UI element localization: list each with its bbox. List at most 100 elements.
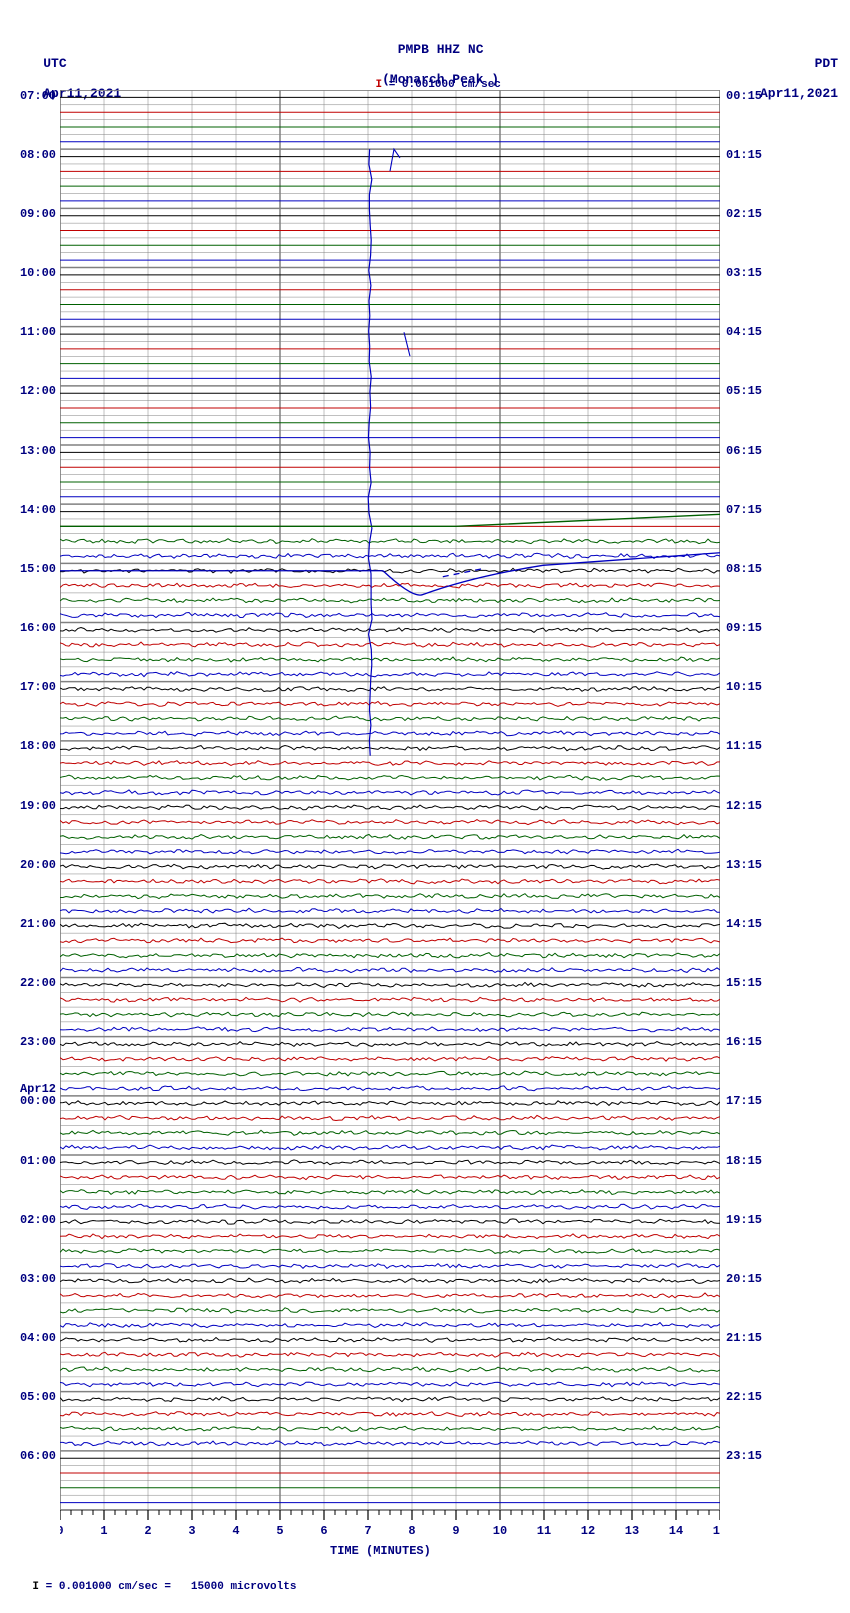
trace-line — [60, 820, 720, 825]
trace-line — [60, 1234, 720, 1239]
trace-line — [60, 1042, 720, 1047]
right-time-label: 13:15 — [726, 859, 762, 872]
x-axis-label: TIME (MINUTES) — [330, 1544, 431, 1558]
right-time-label: 19:15 — [726, 1214, 762, 1227]
left-time-label: 14:00 — [20, 504, 56, 517]
x-tick-label: 6 — [320, 1524, 327, 1538]
right-tz-name: PDT — [815, 56, 838, 71]
trace-line — [60, 657, 720, 662]
trace-line — [60, 1145, 720, 1150]
x-tick-label: 3 — [188, 1524, 195, 1538]
left-time-label: 16:00 — [20, 622, 56, 635]
right-time-label: 20:15 — [726, 1273, 762, 1286]
left-time-label: 02:00 — [20, 1214, 56, 1227]
x-tick-label: 7 — [364, 1524, 371, 1538]
trace-line — [60, 953, 720, 958]
trace-line — [60, 805, 720, 810]
right-time-label: 08:15 — [726, 563, 762, 576]
left-time-label: 03:00 — [20, 1273, 56, 1286]
left-time-label: 11:00 — [20, 326, 56, 339]
trace-line — [60, 628, 720, 633]
left-time-label: Apr12 00:00 — [20, 1083, 56, 1108]
trace-line — [60, 864, 720, 869]
left-time-label: 06:00 — [20, 1450, 56, 1463]
trace-line — [60, 1264, 720, 1269]
right-time-label: 09:15 — [726, 622, 762, 635]
trace-line — [60, 1441, 720, 1446]
right-tz-date: Apr11,2021 — [760, 86, 838, 101]
trace-line — [60, 1101, 720, 1106]
right-time-label: 18:15 — [726, 1155, 762, 1168]
trace-line — [60, 1160, 720, 1165]
trace-line — [60, 1027, 720, 1032]
left-time-label: 15:00 — [20, 563, 56, 576]
trace-line — [60, 908, 720, 913]
trace-line — [60, 1086, 720, 1091]
right-time-label: 15:15 — [726, 977, 762, 990]
trace-line — [60, 687, 720, 692]
trace-line — [60, 775, 720, 780]
trace-line — [60, 613, 720, 618]
footer-scale-legend: I = 0.001000 cm/sec = 15000 microvolts — [6, 1569, 296, 1605]
right-time-label: 00:15 — [726, 90, 762, 103]
trace-line — [60, 642, 720, 647]
station-id: PMPB HHZ NC — [398, 42, 484, 57]
trace-line — [60, 982, 720, 987]
trace-line — [60, 1057, 720, 1062]
x-tick-label: 12 — [581, 1524, 595, 1538]
trace-line — [60, 1323, 720, 1328]
scale-text: = 0.001000 cm/sec — [382, 79, 501, 91]
green-underline — [60, 514, 720, 526]
trace-line — [60, 1367, 720, 1372]
right-time-label: 23:15 — [726, 1450, 762, 1463]
right-time-label: 05:15 — [726, 385, 762, 398]
trace-line — [60, 553, 720, 558]
left-time-label: 07:00 — [20, 90, 56, 103]
left-time-label: 13:00 — [20, 445, 56, 458]
trace-line — [60, 1130, 720, 1135]
trace-line — [60, 1190, 720, 1195]
trace-line — [60, 1293, 720, 1298]
right-time-label: 04:15 — [726, 326, 762, 339]
left-time-label: 22:00 — [20, 977, 56, 990]
event-echo-tail — [404, 332, 410, 356]
x-tick-label: 8 — [408, 1524, 415, 1538]
x-tick-label: 0 — [60, 1524, 64, 1538]
left-time-label: 09:00 — [20, 208, 56, 221]
x-tick-label: 13 — [625, 1524, 639, 1538]
left-time-label: 12:00 — [20, 385, 56, 398]
trace-line — [60, 1175, 720, 1180]
x-tick-label: 9 — [452, 1524, 459, 1538]
left-time-label: 23:00 — [20, 1036, 56, 1049]
left-time-label: 10:00 — [20, 267, 56, 280]
right-time-label: 10:15 — [726, 681, 762, 694]
x-tick-label: 2 — [144, 1524, 151, 1538]
x-tick-label: 1 — [100, 1524, 107, 1538]
left-time-label: 19:00 — [20, 800, 56, 813]
trace-line — [60, 938, 720, 943]
x-tick-label: 11 — [537, 1524, 551, 1538]
right-time-label: 17:15 — [726, 1095, 762, 1108]
x-tick-label: 14 — [669, 1524, 683, 1538]
blue-recovery-curve — [383, 553, 720, 595]
seismogram-plot: 0123456789101112131415 — [60, 90, 720, 1570]
x-tick-label: 4 — [232, 1524, 239, 1538]
right-time-label: 03:15 — [726, 267, 762, 280]
right-time-label: 11:15 — [726, 740, 762, 753]
trace-line — [60, 835, 720, 840]
left-time-label: 17:00 — [20, 681, 56, 694]
trace-line — [60, 1012, 720, 1017]
trace-line — [60, 968, 720, 973]
trace-line — [60, 1397, 720, 1402]
event-echo-spike — [390, 149, 400, 171]
left-time-label: 04:00 — [20, 1332, 56, 1345]
left-time-label: 01:00 — [20, 1155, 56, 1168]
trace-line — [60, 539, 720, 544]
trace-line — [60, 1308, 720, 1313]
right-time-label: 14:15 — [726, 918, 762, 931]
trace-line — [60, 1382, 720, 1387]
trace-line — [60, 1338, 720, 1343]
right-timezone-label: PDT Apr11,2021 — [729, 42, 838, 117]
trace-line — [60, 1219, 720, 1224]
trace-line — [60, 672, 720, 677]
